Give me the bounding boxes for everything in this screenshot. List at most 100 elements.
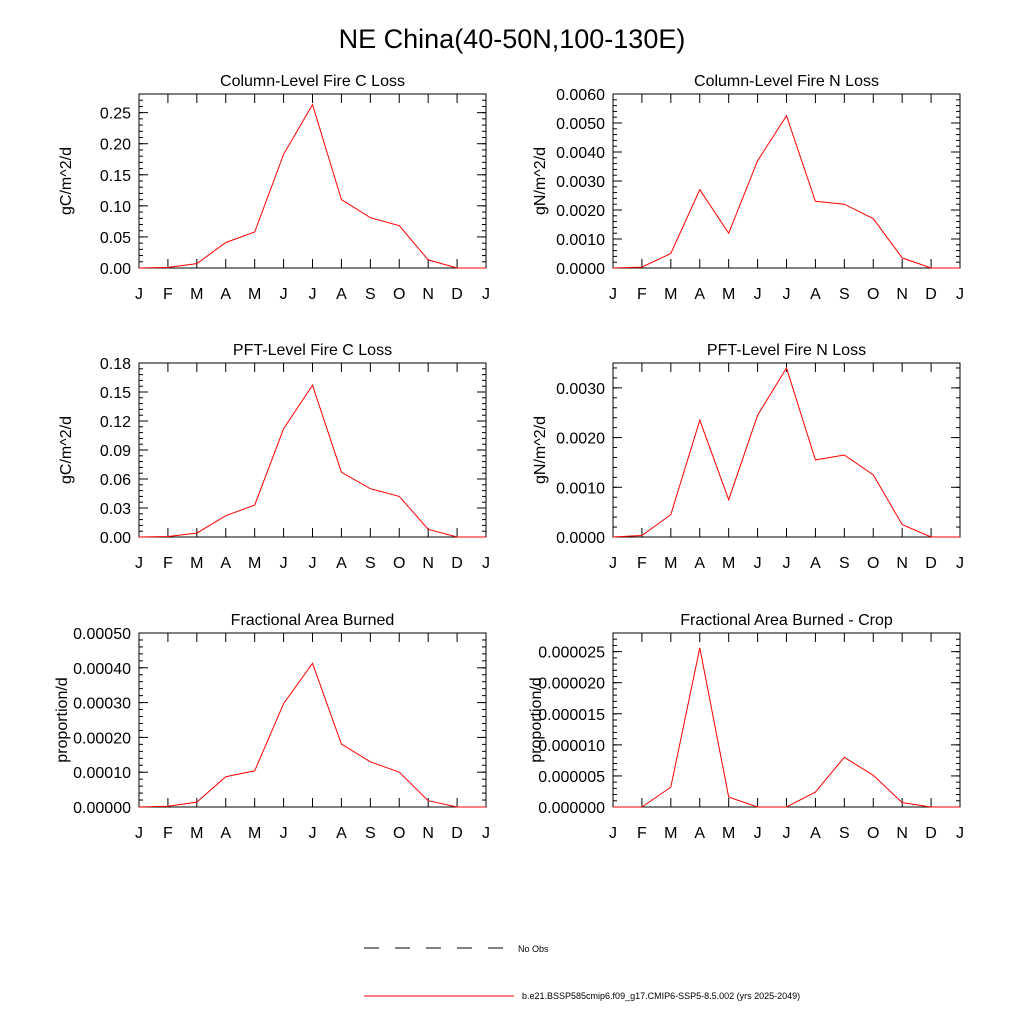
x-tick-label: S	[839, 286, 850, 303]
y-tick-label: 0.0000	[556, 261, 605, 278]
x-tick-label: M	[664, 286, 677, 303]
y-tick-label: 0.00030	[73, 696, 131, 713]
x-tick-label: A	[810, 286, 821, 303]
x-tick-label: F	[163, 286, 173, 303]
panel-title: Column-Level Fire N Loss	[694, 73, 879, 90]
x-tick-label: N	[896, 825, 908, 842]
x-tick-label: N	[422, 286, 434, 303]
plot-frame	[138, 93, 487, 269]
x-tick-label: A	[220, 555, 231, 572]
y-tick-label: 0.12	[100, 414, 131, 431]
y-tick-label: 0.000005	[538, 769, 605, 786]
plot-frame	[138, 632, 487, 808]
x-tick-label: A	[336, 825, 347, 842]
y-tick-label: 0.06	[100, 472, 131, 489]
x-tick-label: S	[365, 825, 376, 842]
x-tick-label: J	[754, 825, 762, 842]
figure-title: NE China(40-50N,100-130E)	[339, 24, 686, 54]
x-tick-label: O	[393, 555, 405, 572]
x-tick-label: F	[637, 555, 647, 572]
series-line	[612, 366, 960, 538]
series-line	[138, 103, 486, 269]
x-tick-label: J	[956, 555, 964, 572]
x-tick-label: A	[694, 286, 705, 303]
y-tick-label: 0.000020	[538, 676, 605, 693]
x-tick-label: A	[336, 555, 347, 572]
y-tick-label: 0.00050	[73, 626, 131, 643]
y-tick-label: 0.00	[100, 530, 131, 547]
y-tick-label: 0.18	[100, 356, 131, 373]
x-tick-label: J	[135, 286, 143, 303]
panel-title: Column-Level Fire C Loss	[220, 73, 405, 90]
x-tick-label: M	[248, 825, 261, 842]
x-tick-label: D	[925, 555, 937, 572]
x-tick-label: J	[135, 825, 143, 842]
y-tick-label: 0.00040	[73, 661, 131, 678]
x-tick-label: O	[867, 286, 879, 303]
x-tick-label: M	[248, 555, 261, 572]
legend-label-no-obs: No Obs	[518, 944, 549, 954]
x-tick-label: D	[451, 825, 463, 842]
series-line	[138, 384, 486, 538]
x-tick-label: A	[810, 825, 821, 842]
y-tick-label: 0.03	[100, 501, 131, 518]
y-tick-label: 0.0010	[556, 232, 605, 249]
x-tick-label: A	[694, 825, 705, 842]
y-tick-label: 0.0010	[556, 480, 605, 497]
x-tick-label: F	[163, 825, 173, 842]
panel-title: Fractional Area Burned - Crop	[680, 612, 893, 629]
plot-frame	[612, 362, 961, 538]
x-tick-label: J	[783, 555, 791, 572]
y-tick-label: 0.0030	[556, 381, 605, 398]
y-tick-label: 0.000015	[538, 707, 605, 724]
x-tick-label: M	[722, 555, 735, 572]
x-tick-label: J	[280, 286, 288, 303]
legend-label-model: b.e21.BSSP585cmip6.f09_g17.CMIP6-SSP5-8.…	[522, 991, 800, 1001]
x-tick-label: J	[783, 286, 791, 303]
panel-title: PFT-Level Fire N Loss	[707, 342, 866, 359]
y-tick-label: 0.15	[100, 168, 131, 185]
x-tick-label: J	[309, 825, 317, 842]
y-tick-label: 0.0030	[556, 174, 605, 191]
x-tick-label: N	[422, 825, 434, 842]
x-tick-label: S	[365, 286, 376, 303]
y-axis-label: gC/m^2/d	[58, 416, 75, 484]
x-tick-label: M	[664, 555, 677, 572]
x-tick-label: J	[309, 286, 317, 303]
legend: No Obs b.e21.BSSP585cmip6.f09_g17.CMIP6-…	[364, 944, 800, 1001]
x-tick-label: J	[135, 555, 143, 572]
y-tick-label: 0.0020	[556, 203, 605, 220]
series-line	[138, 662, 486, 808]
chart-panel-6: Fractional Area Burned - Crop proportion/…	[528, 612, 964, 842]
panel-title: Fractional Area Burned	[231, 612, 395, 629]
x-tick-label: M	[248, 286, 261, 303]
x-tick-label: M	[722, 286, 735, 303]
y-tick-label: 0.0060	[556, 87, 605, 104]
x-tick-label: J	[482, 825, 490, 842]
x-tick-label: J	[280, 825, 288, 842]
y-axis-label: proportion/d	[54, 677, 71, 762]
x-tick-label: M	[190, 286, 203, 303]
x-tick-label: S	[839, 555, 850, 572]
x-tick-label: M	[190, 555, 203, 572]
y-tick-label: 0.000000	[538, 800, 605, 817]
x-tick-label: N	[896, 555, 908, 572]
panel-title: PFT-Level Fire C Loss	[233, 342, 392, 359]
y-tick-label: 0.25	[100, 106, 131, 123]
y-tick-label: 0.15	[100, 385, 131, 402]
x-tick-label: F	[637, 825, 647, 842]
x-tick-label: J	[609, 286, 617, 303]
y-tick-label: 0.00020	[73, 730, 131, 747]
y-axis-label: gN/m^2/d	[532, 147, 549, 215]
y-axis-label: proportion/d	[528, 677, 545, 762]
x-tick-label: O	[393, 286, 405, 303]
y-tick-label: 0.0000	[556, 530, 605, 547]
y-tick-label: 0.00	[100, 261, 131, 278]
x-tick-label: J	[783, 825, 791, 842]
y-tick-label: 0.0050	[556, 116, 605, 133]
plot-frame	[612, 632, 961, 808]
x-tick-label: N	[422, 555, 434, 572]
